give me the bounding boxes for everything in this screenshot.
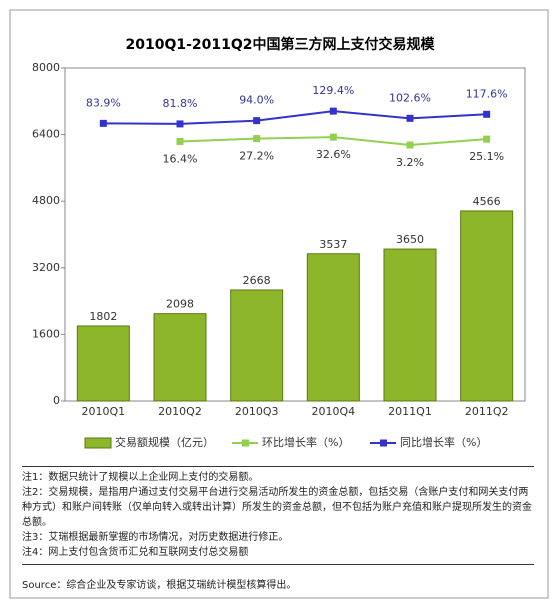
note: 注1：数据只统计了规模以上企业网上支付的交易额。 bbox=[22, 472, 259, 483]
marker bbox=[176, 137, 184, 145]
legend-swatch bbox=[84, 437, 112, 449]
point-label: 27.2% bbox=[239, 150, 274, 163]
point-label: 25.1% bbox=[469, 150, 504, 163]
bar-label: 4566 bbox=[473, 195, 501, 208]
legend-marker bbox=[380, 439, 387, 447]
y-tick-label: 4800 bbox=[32, 194, 60, 207]
line bbox=[103, 110, 487, 125]
legend-label: 交易额规模（亿元） bbox=[115, 435, 214, 449]
bar bbox=[460, 210, 514, 402]
source: Source：综合企业及专家访谈，根据艾瑞统计模型核算得出。 bbox=[22, 580, 297, 591]
x-tick-label: 2010Q2 bbox=[158, 405, 202, 418]
x-tick-label: 2010Q4 bbox=[312, 405, 356, 418]
legend-marker bbox=[242, 439, 249, 447]
point-label: 3.2% bbox=[396, 156, 424, 169]
bar bbox=[76, 325, 130, 402]
chart-title: 2010Q1-2011Q2中国第三方网上支付交易规模 bbox=[125, 36, 435, 53]
marker bbox=[406, 141, 414, 149]
marker bbox=[329, 107, 337, 115]
x-tick-label: 2010Q1 bbox=[82, 405, 126, 418]
marker bbox=[483, 110, 491, 118]
point-label: 16.4% bbox=[163, 152, 198, 165]
point-label: 129.4% bbox=[312, 84, 354, 97]
bar bbox=[153, 313, 207, 402]
marker bbox=[406, 114, 414, 122]
legend-label: 环比增长率（%） bbox=[262, 435, 349, 449]
x-tick-label: 2011Q2 bbox=[465, 405, 509, 418]
frame bbox=[9, 9, 549, 599]
y-tick-label: 8000 bbox=[32, 61, 60, 74]
legend-label: 同比增长率（%） bbox=[400, 435, 487, 449]
point-label: 83.9% bbox=[86, 96, 121, 109]
bar bbox=[230, 289, 284, 402]
marker bbox=[253, 135, 261, 143]
note: 注2：交易规模，是指用户通过支付交易平台进行交易活动所发生的资金总额，包括交易（… bbox=[22, 487, 532, 528]
note: 注4：网上支付包含货币汇兑和互联网支付总交易额 bbox=[22, 547, 249, 558]
x-tick-label: 2011Q1 bbox=[388, 405, 432, 418]
bar bbox=[383, 248, 437, 402]
marker bbox=[99, 119, 107, 127]
bar-label: 3650 bbox=[396, 233, 424, 246]
y-tick-label: 1600 bbox=[32, 327, 60, 340]
point-label: 81.8% bbox=[163, 97, 198, 110]
plot-area bbox=[64, 67, 526, 402]
bar-label: 2098 bbox=[166, 298, 194, 311]
bar bbox=[306, 253, 360, 402]
bar-label: 2668 bbox=[243, 274, 271, 287]
y-tick-label: 3200 bbox=[32, 261, 60, 274]
marker bbox=[483, 135, 491, 143]
point-label: 117.6% bbox=[466, 87, 508, 100]
y-tick-label: 0 bbox=[53, 394, 60, 407]
bar-label: 3537 bbox=[319, 238, 347, 251]
x-tick-label: 2010Q3 bbox=[235, 405, 279, 418]
marker bbox=[176, 120, 184, 128]
point-label: 94.0% bbox=[239, 94, 274, 107]
point-label: 102.6% bbox=[389, 91, 431, 104]
marker bbox=[329, 133, 337, 141]
note: 注3：艾瑞根据最新掌握的市场情况，对历史数据进行修正。 bbox=[22, 532, 289, 543]
point-label: 32.6% bbox=[316, 148, 351, 161]
notes: 注1：数据只统计了规模以上企业网上支付的交易额。注2：交易规模，是指用户通过支付… bbox=[22, 466, 534, 565]
marker bbox=[253, 117, 261, 125]
y-tick-label: 6400 bbox=[32, 128, 60, 141]
bar-label: 1802 bbox=[89, 310, 117, 323]
